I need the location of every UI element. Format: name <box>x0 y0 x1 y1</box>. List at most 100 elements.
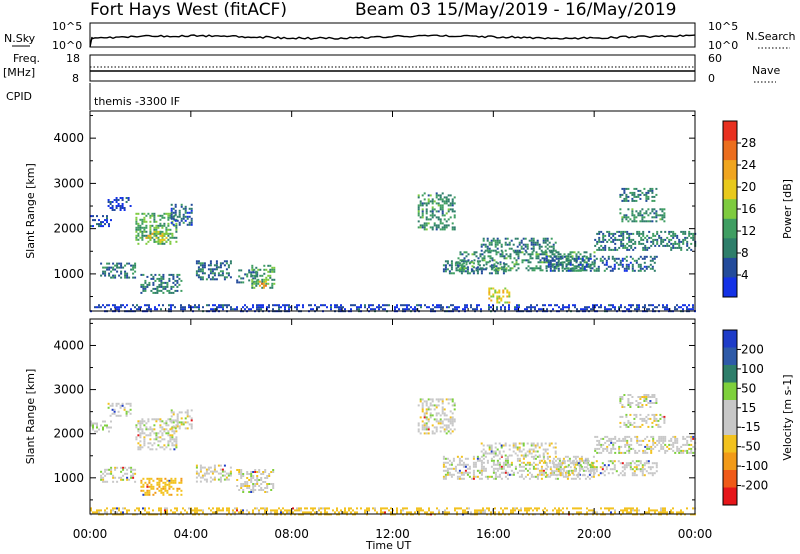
power-cell <box>417 196 420 199</box>
velocity-cell <box>524 463 527 466</box>
velocity-cell <box>453 408 456 411</box>
power-cell <box>174 279 177 282</box>
power-cell <box>230 308 232 311</box>
power-cell <box>467 259 470 262</box>
power-cell <box>441 226 444 229</box>
power-cell <box>567 253 570 256</box>
power-cell <box>627 267 630 270</box>
velocity-cell <box>641 466 644 469</box>
velocity-cell <box>219 472 222 475</box>
velocity-cell <box>536 477 539 480</box>
velocity-cell <box>684 449 687 452</box>
velocity-cell <box>625 423 628 426</box>
velocity-cell <box>551 460 554 463</box>
velocity-cell <box>115 414 118 417</box>
velocity-cell <box>240 471 243 473</box>
velocity-cell <box>486 507 488 510</box>
power-cell <box>626 230 629 233</box>
power-cell <box>641 257 644 260</box>
power-cell <box>524 249 527 252</box>
power-cell <box>649 220 652 223</box>
velocity-cell <box>143 420 146 423</box>
velocity-cell <box>594 449 597 452</box>
power-cell <box>465 251 468 254</box>
power-cell <box>618 306 620 309</box>
velocity-cell <box>223 478 226 481</box>
velocity-cell <box>148 481 151 484</box>
power-cell <box>584 308 586 311</box>
power-cell <box>141 230 144 233</box>
power-cell <box>542 308 544 311</box>
power-cell <box>388 304 390 307</box>
velocity-cell <box>429 416 432 419</box>
power-cell <box>176 273 179 276</box>
velocity-cell <box>510 473 513 476</box>
power-cell <box>535 253 538 256</box>
power-cell <box>522 237 525 240</box>
power-cell <box>623 214 626 217</box>
velocity-cell <box>128 478 131 481</box>
power-cell <box>670 246 673 249</box>
power-cell <box>499 255 502 258</box>
velocity-cell <box>449 410 452 413</box>
velocity-cell <box>227 472 230 475</box>
velocity-cell <box>460 507 462 510</box>
power-cell <box>535 251 538 254</box>
power-cell <box>108 304 110 307</box>
velocity-cell <box>506 465 509 468</box>
power-cell <box>500 308 502 311</box>
power-cell <box>226 304 228 307</box>
velocity-cell <box>136 507 138 510</box>
velocity-cbar-label-0: -200 <box>741 479 768 493</box>
power-cell <box>539 269 542 272</box>
power-cell <box>102 266 105 269</box>
power-cell <box>555 265 558 268</box>
power-cell <box>525 267 528 270</box>
power-cell <box>260 282 263 285</box>
sky-right-tick-top: 10^5 <box>708 20 738 33</box>
power-cell <box>519 251 522 254</box>
velocity-cell <box>312 507 314 510</box>
power-cell <box>453 216 456 219</box>
power-cell <box>302 306 304 309</box>
velocity-cell <box>260 477 263 479</box>
velocity-cell <box>135 438 138 441</box>
velocity-cell <box>626 439 629 442</box>
velocity-cell <box>423 412 426 415</box>
power-cell <box>263 280 266 283</box>
power-cell <box>530 306 532 309</box>
freq-strip-frame <box>89 54 696 82</box>
power-cell <box>651 195 654 198</box>
power-cell <box>197 260 200 263</box>
velocity-cell <box>655 466 658 469</box>
velocity-cell <box>137 422 140 425</box>
power-cell <box>253 274 256 277</box>
power-cell <box>649 212 652 215</box>
power-cell <box>517 263 520 266</box>
velocity-cell <box>551 462 554 465</box>
velocity-cell <box>364 509 366 512</box>
power-cell <box>546 239 549 242</box>
power-cell <box>492 249 495 252</box>
power-cell <box>447 200 450 203</box>
velocity-cell <box>456 507 458 510</box>
power-cell <box>448 306 450 309</box>
power-cell <box>100 262 103 265</box>
power-cell <box>147 234 150 237</box>
power-cell <box>608 246 611 249</box>
power-cell <box>515 263 518 266</box>
power-cell <box>638 230 641 233</box>
velocity-cell <box>217 472 220 475</box>
power-cell <box>184 207 187 210</box>
power-cell <box>512 249 515 252</box>
velocity-cell <box>451 412 454 415</box>
power-echo-region-3 <box>135 212 178 245</box>
power-cell <box>500 245 503 248</box>
power-cell <box>571 269 574 272</box>
power-cell <box>162 281 165 284</box>
velocity-cell <box>643 400 646 402</box>
velocity-cell <box>552 473 555 476</box>
velocity-cell <box>601 466 604 469</box>
velocity-cell <box>292 507 294 510</box>
velocity-cell <box>510 509 512 512</box>
